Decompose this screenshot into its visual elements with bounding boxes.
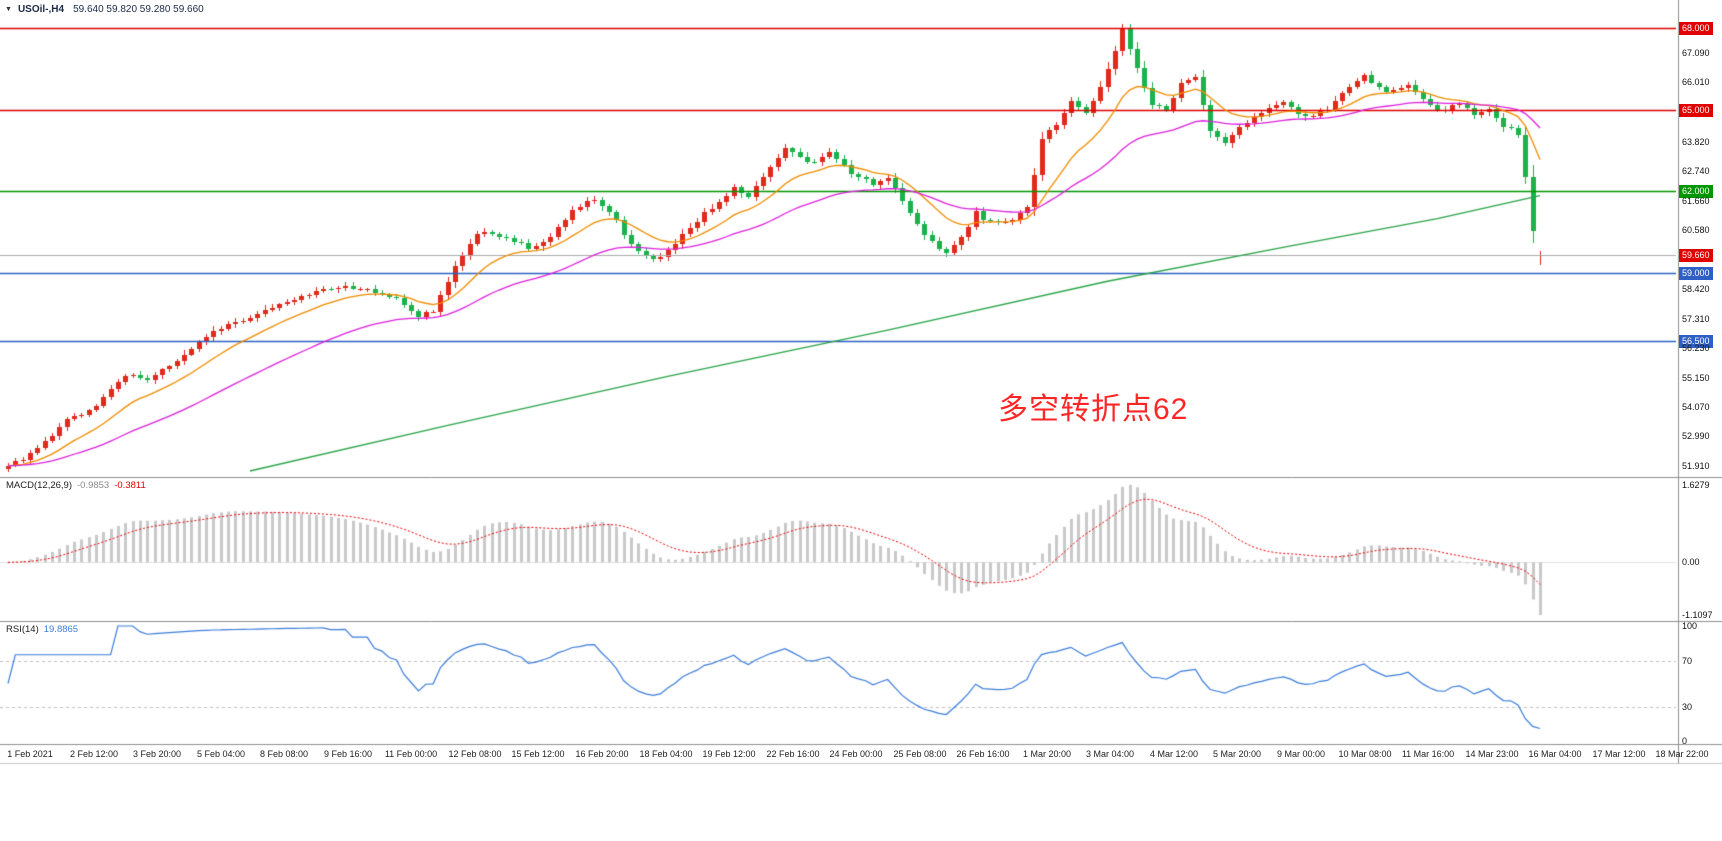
macd-signal-value: -0.3811 xyxy=(114,480,146,491)
macd-main-value: -0.9853 xyxy=(77,480,110,491)
chart-menu-dropdown-icon[interactable]: ▼ xyxy=(5,5,12,13)
rsi-value: 19.8865 xyxy=(43,624,79,635)
macd-name-label: MACD(12,26,9) xyxy=(6,480,72,491)
macd-indicator-label: MACD(12,26,9) -0.9853 -0.3811 xyxy=(6,480,146,491)
rsi-name-label: RSI(14) xyxy=(6,624,39,635)
chart-annotation-text[interactable]: 多空转折点62 xyxy=(998,393,1189,426)
rsi-indicator-label: RSI(14) 19.8865 xyxy=(6,624,78,635)
chart-titlebar: ▼ USOil-,H4 59.640 59.820 59.280 59.660 xyxy=(0,0,204,18)
ohlc-quotes-label: 59.640 59.820 59.280 59.660 xyxy=(73,3,204,15)
symbol-period-label: USOil-,H4 xyxy=(17,3,65,15)
